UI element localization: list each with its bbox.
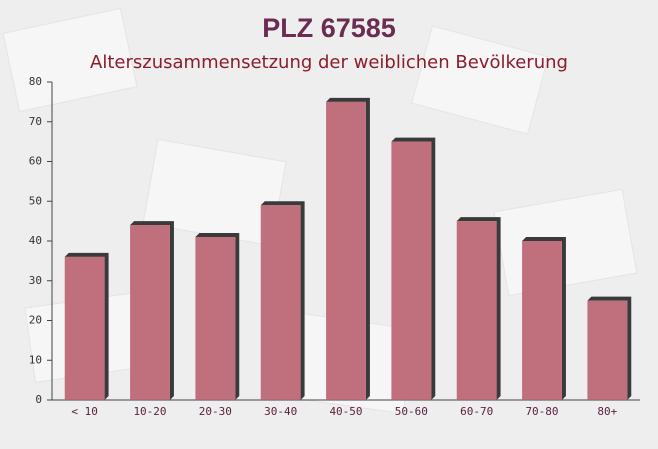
bar (522, 241, 562, 400)
bar (195, 237, 236, 400)
bar (64, 256, 105, 400)
x-tick-label: 30-40 (264, 405, 297, 418)
y-tick-label: 80 (29, 75, 42, 88)
bar (391, 141, 432, 400)
bar (260, 205, 301, 400)
y-tick-label: 70 (29, 115, 42, 128)
y-tick-label: 50 (29, 194, 42, 207)
y-tick-label: 20 (29, 314, 42, 327)
chart-title: PLZ 67585 (262, 13, 396, 43)
y-tick-label: 10 (29, 353, 42, 366)
x-tick-label: 70-80 (525, 405, 558, 418)
y-tick-label: 30 (29, 274, 42, 287)
bar (130, 225, 170, 400)
bar (326, 101, 366, 400)
chart-subtitle: Alterszusammensetzung der weiblichen Bev… (90, 52, 568, 73)
y-tick-label: 40 (29, 234, 42, 247)
x-tick-label: 40-50 (329, 405, 362, 418)
x-tick-label: 80+ (597, 405, 617, 418)
x-tick-label: 50-60 (395, 405, 428, 418)
x-tick-label: 20-30 (199, 405, 232, 418)
x-tick-label: 60-70 (460, 405, 493, 418)
x-tick-label: < 10 (71, 405, 98, 418)
bar (456, 221, 497, 400)
y-tick-label: 60 (29, 155, 42, 168)
x-tick-label: 10-20 (133, 405, 166, 418)
y-tick-label: 0 (35, 393, 42, 406)
bar (587, 300, 628, 400)
